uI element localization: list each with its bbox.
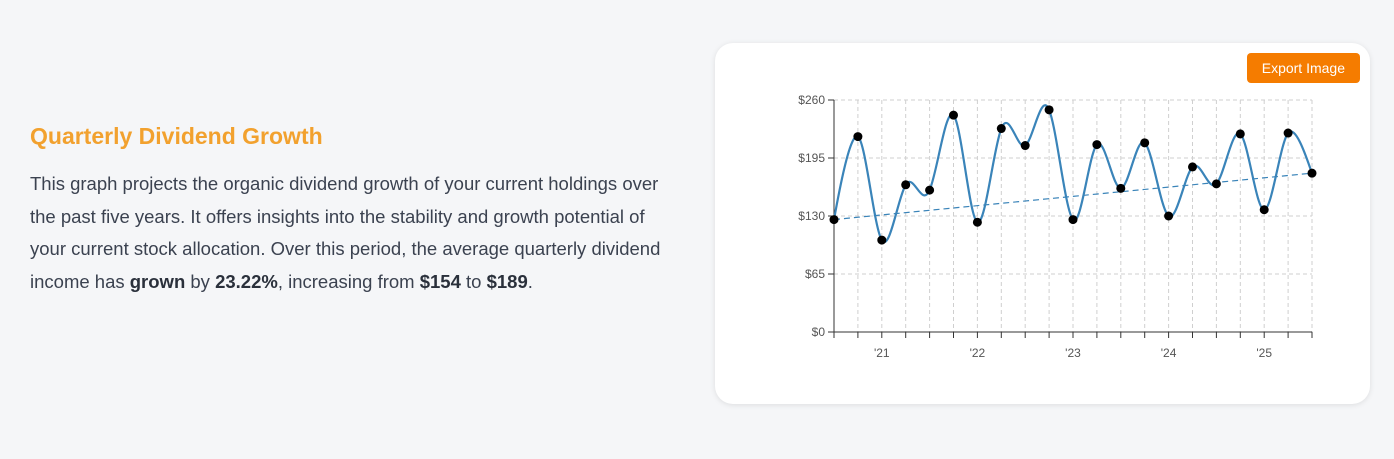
text-block: Quarterly Dividend Growth This graph pro… xyxy=(30,120,680,298)
x-tick-label: '23 xyxy=(1065,346,1081,360)
data-point xyxy=(853,132,863,142)
data-point xyxy=(1235,129,1245,139)
data-point xyxy=(1020,141,1030,151)
data-point xyxy=(1044,105,1054,115)
export-image-button[interactable]: Export Image xyxy=(1246,53,1360,83)
x-tick-label: '24 xyxy=(1161,346,1177,360)
section-title: Quarterly Dividend Growth xyxy=(30,123,323,149)
data-point xyxy=(829,215,839,225)
data-point xyxy=(1307,168,1317,178)
y-tick-label: $0 xyxy=(812,325,826,339)
data-point xyxy=(1164,211,1174,221)
data-point xyxy=(972,217,982,227)
y-tick-label: $65 xyxy=(805,267,825,281)
desc-text-4: to xyxy=(460,270,487,292)
data-point xyxy=(901,180,911,190)
data-point xyxy=(1092,140,1102,150)
data-point xyxy=(877,235,887,245)
x-tick-label: '21 xyxy=(874,346,890,360)
data-point xyxy=(949,110,958,120)
data-point xyxy=(1140,138,1150,148)
section-description: This graph projects the organic dividend… xyxy=(30,168,680,298)
y-tick-label: $260 xyxy=(798,93,825,107)
data-point xyxy=(996,124,1006,134)
dividend-chart: $0 $65 $130 $195 $260 '21 '22 '23 '24 '25 xyxy=(798,93,1317,360)
data-point xyxy=(1068,215,1078,225)
data-point xyxy=(1188,162,1197,172)
desc-text-5: . xyxy=(527,270,533,292)
growth-percent: 23.22% xyxy=(215,270,278,292)
data-point xyxy=(1211,179,1221,189)
y-tick-label: $195 xyxy=(798,151,825,165)
start-value: $154 xyxy=(419,270,461,292)
end-value: $189 xyxy=(486,270,528,292)
trend-line xyxy=(833,172,1313,221)
data-point xyxy=(1283,128,1293,138)
y-tick-label: $130 xyxy=(798,209,825,223)
data-point xyxy=(925,185,935,195)
data-point xyxy=(1259,205,1269,215)
desc-text-1: This graph projects the organic dividend… xyxy=(30,173,661,292)
desc-text-3: , increasing from xyxy=(277,270,420,292)
desc-text-2: by xyxy=(185,270,216,292)
chart-card: Export Image $0 $65 $130 $195 $260 '21 '22 '23 '… xyxy=(715,43,1370,404)
data-point xyxy=(1116,183,1126,193)
x-tick-label: '25 xyxy=(1256,346,1272,360)
x-tick-label: '22 xyxy=(970,346,986,360)
desc-grown: grown xyxy=(129,270,186,292)
